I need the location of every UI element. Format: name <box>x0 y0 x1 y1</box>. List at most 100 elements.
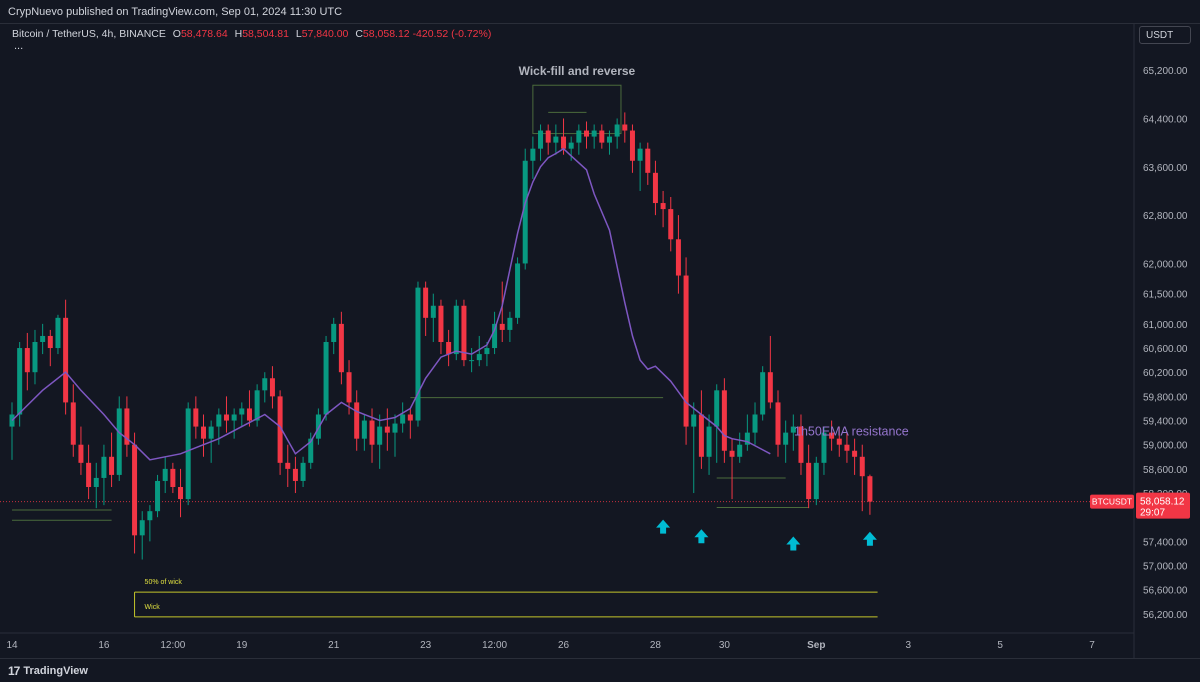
symbol-legend[interactable]: Bitcoin / TetherUS, 4h, BINANCE O58,478.… <box>12 28 491 40</box>
candle-body <box>86 462 92 487</box>
candle-body <box>836 438 842 445</box>
candle-body <box>806 462 812 500</box>
candle-body <box>392 423 398 433</box>
change-value: -420.52 (-0.72%) <box>412 28 492 40</box>
candle-body <box>568 142 574 149</box>
candle-body <box>32 342 38 373</box>
candle-body <box>254 390 260 421</box>
candle-body <box>844 444 850 451</box>
tradingview-brand: TradingView <box>23 665 88 677</box>
y-tick-label: 61,500.00 <box>1143 290 1188 301</box>
candle-body <box>553 136 559 143</box>
candle-body <box>193 408 199 427</box>
candle-body <box>40 335 46 342</box>
candle-body <box>668 209 674 240</box>
current-price-tag <box>1136 492 1190 519</box>
candle-body <box>300 462 306 481</box>
candle-body <box>361 420 367 439</box>
currency-button[interactable]: USDT <box>1139 26 1191 44</box>
candle-body <box>714 390 720 427</box>
x-tick-label: 5 <box>997 640 1003 651</box>
candle-body <box>775 402 781 445</box>
symbol-name[interactable]: Bitcoin / TetherUS, 4h, BINANCE <box>12 28 166 40</box>
candle-body <box>706 426 712 457</box>
candle-body <box>859 456 865 477</box>
close-label: C <box>355 28 363 40</box>
candle-body <box>277 396 283 463</box>
candle-body <box>162 468 168 481</box>
candle-body <box>867 476 873 502</box>
tradingview-mark-icon: 17 <box>8 664 20 678</box>
candle-body <box>331 323 337 342</box>
candle-body <box>147 511 153 521</box>
candle-body <box>354 402 360 439</box>
x-tick-label: 30 <box>719 640 731 651</box>
x-tick-label: 7 <box>1089 640 1095 651</box>
candle-body <box>239 408 245 415</box>
candle-body <box>515 263 521 318</box>
publish-text: CrypNuevo published on TradingView.com, … <box>8 6 343 18</box>
more-options[interactable]: ... <box>14 40 24 52</box>
candle-body <box>484 348 490 355</box>
candle-body <box>208 426 214 439</box>
candle-body <box>798 426 804 463</box>
wick-fill-label: Wick-fill and reverse <box>519 64 636 78</box>
candle-body <box>423 287 429 318</box>
candle-body <box>645 148 651 173</box>
candle-body <box>584 130 589 137</box>
candle-body <box>246 408 252 421</box>
high-value: 58,504.81 <box>242 28 289 40</box>
candle-body <box>292 468 298 481</box>
candle-body <box>9 414 15 427</box>
high-label: H <box>234 28 243 40</box>
candle-body <box>783 432 789 445</box>
candle-body <box>760 372 766 415</box>
candle-body <box>124 408 130 445</box>
up-arrow-icon <box>862 531 877 546</box>
open-value: 58,478.64 <box>180 28 228 40</box>
y-tick-label: 57,000.00 <box>1143 562 1188 573</box>
candle-body <box>652 172 658 204</box>
x-tick-label: 14 <box>6 640 18 651</box>
candle-body <box>698 414 704 457</box>
candle-body <box>377 426 383 445</box>
symbol-tag <box>1090 494 1134 509</box>
up-arrow-icon <box>694 529 709 544</box>
candle-body <box>606 136 612 143</box>
candle-body <box>323 342 329 415</box>
tradingview-logo[interactable]: 17 TradingView <box>8 664 88 678</box>
publish-header: CrypNuevo published on TradingView.com, … <box>0 0 1200 24</box>
x-tick-label: 28 <box>650 640 662 651</box>
y-tick-label: 64,400.00 <box>1143 114 1188 125</box>
candle-body <box>78 444 84 463</box>
candle-body <box>101 456 107 478</box>
x-tick-label: 23 <box>420 640 432 651</box>
x-tick-label: 12:00 <box>160 640 185 651</box>
y-tick-label: 59,000.00 <box>1143 441 1188 452</box>
candle-body <box>576 130 582 143</box>
x-tick-label: Sep <box>807 640 825 651</box>
candle-body <box>178 487 184 500</box>
candle-body <box>384 426 390 433</box>
x-tick-label: 16 <box>98 640 110 651</box>
candle-body <box>744 432 750 445</box>
wick-fill-box <box>532 84 622 135</box>
candle-body <box>369 420 375 445</box>
y-tick-label: 65,200.00 <box>1143 66 1188 77</box>
candle-body <box>629 130 635 161</box>
open-label: O <box>172 28 181 40</box>
candle-body <box>492 323 498 349</box>
up-arrow-icon <box>786 536 801 551</box>
candle-body <box>530 148 536 161</box>
zone-50-label: 50% of wick <box>145 579 183 586</box>
candle-body <box>285 462 291 469</box>
candle-body <box>752 414 758 433</box>
candle-body <box>430 305 436 318</box>
ema-resistance-label: 1h50EMA resistance <box>794 425 909 439</box>
candle-body <box>346 372 352 403</box>
candle-body <box>729 450 735 457</box>
candle-body <box>591 130 597 137</box>
y-tick-label: 56,200.00 <box>1143 610 1188 621</box>
candle-body <box>446 342 452 355</box>
